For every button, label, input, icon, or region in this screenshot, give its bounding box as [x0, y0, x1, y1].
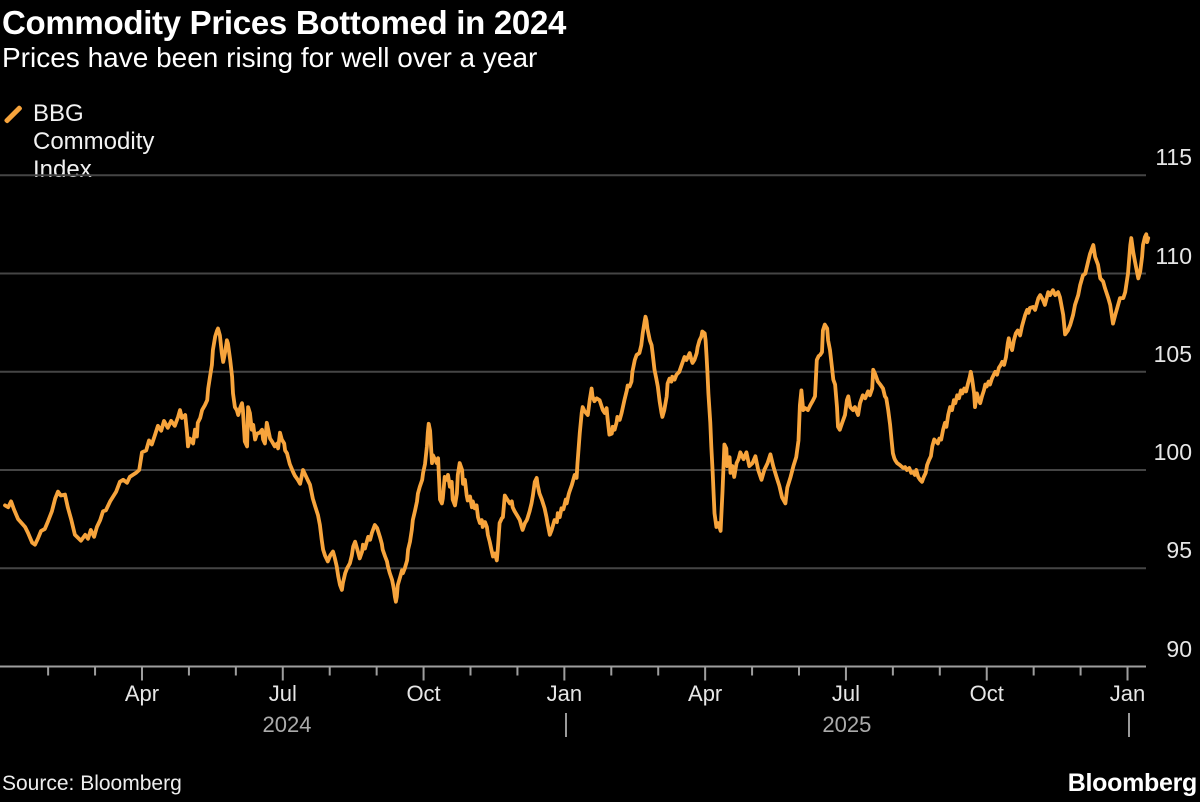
bbg-commodity-index-line [3, 232, 1151, 604]
y-axis-label: 110 [1155, 242, 1192, 269]
y-axis-label: 105 [1153, 340, 1192, 367]
bloomberg-logo: Bloomberg [1067, 769, 1198, 797]
x-axis-month-label: Jan [1109, 681, 1146, 706]
legend-label: BBG Commodity Index [33, 100, 155, 183]
y-axis-label: 95 [1166, 537, 1192, 564]
x-axis-year-label: 2025 [822, 712, 872, 737]
y-axis-label: 115 [1155, 144, 1192, 171]
x-axis-month-label: Oct [969, 681, 1004, 706]
source-note: Source: Bloomberg [2, 772, 182, 795]
x-axis-month-label: Jul [268, 681, 297, 706]
y-axis-label: 90 [1166, 635, 1192, 662]
x-axis-month-label: Jan [546, 681, 583, 706]
x-axis-month-label: Jul [831, 681, 860, 706]
x-axis-month-label: Oct [406, 681, 441, 706]
x-axis-year-label: 2024 [262, 712, 312, 737]
y-axis-label: 100 [1153, 439, 1192, 465]
x-axis-month-label: Apr [688, 681, 723, 706]
chart-subtitle: Prices have been rising for well over a … [2, 42, 538, 73]
x-axis-month-label: Apr [124, 681, 160, 706]
chart-title: Commodity Prices Bottomed in 2024 [2, 4, 567, 41]
year-separator-bar [564, 713, 567, 737]
year-separator-bar [1127, 713, 1130, 737]
